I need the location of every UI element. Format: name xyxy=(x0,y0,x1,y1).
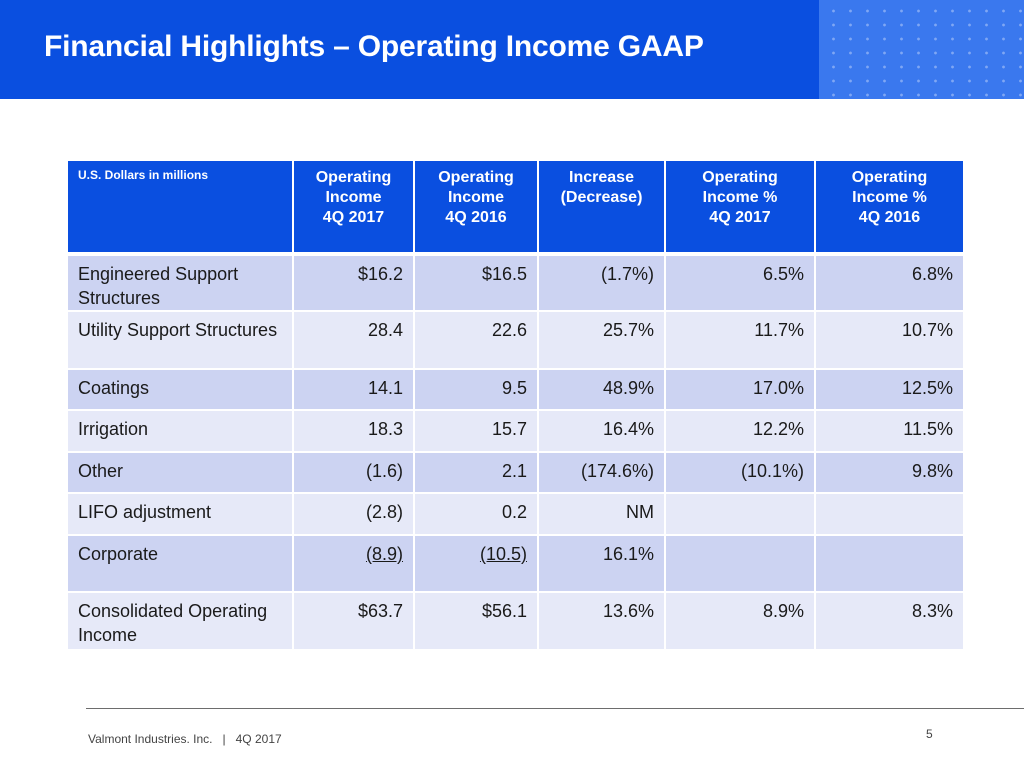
table-cell: 25.7% xyxy=(539,312,666,370)
table-cell xyxy=(816,536,965,593)
table-cell: 9.8% xyxy=(816,453,965,494)
table-cell: (8.9) xyxy=(294,536,415,593)
column-header-line: 4Q 2017 xyxy=(322,209,385,226)
table-cell: 10.7% xyxy=(816,312,965,370)
table-row: Irrigation 18.3 15.7 16.4% 12.2% 11.5% xyxy=(68,411,965,453)
table-cell: 8.3% xyxy=(816,593,965,651)
table-cell: 9.5 xyxy=(415,370,539,411)
table-cell: 17.0% xyxy=(666,370,816,411)
table-row: Utility Support Structures 28.4 22.6 25.… xyxy=(68,312,965,370)
column-header-op-income-pct-4q2016: Operating Income % 4Q 2016 xyxy=(816,161,965,254)
column-header-op-income-4q2017: Operating Income 4Q 2017 xyxy=(294,161,415,254)
table-row: Engineered Support Structures $16.2 $16.… xyxy=(68,254,965,312)
table-cell: 2.1 xyxy=(415,453,539,494)
footer-separator: | xyxy=(222,732,226,746)
table-cell xyxy=(816,494,965,536)
table-cell: 13.6% xyxy=(539,593,666,651)
table-row: LIFO adjustment (2.8) 0.2 NM xyxy=(68,494,965,536)
column-header-line: Income % xyxy=(852,189,927,206)
table-cell: $63.7 xyxy=(294,593,415,651)
footer-divider xyxy=(86,708,1024,709)
column-header-op-income-pct-4q2017: Operating Income % 4Q 2017 xyxy=(666,161,816,254)
table-cell: (1.7%) xyxy=(539,254,666,312)
column-header-increase-decrease: Increase (Decrease) xyxy=(539,161,666,254)
table-row: Other (1.6) 2.1 (174.6%) (10.1%) 9.8% xyxy=(68,453,965,494)
table-cell: 48.9% xyxy=(539,370,666,411)
dot-pattern-decoration xyxy=(819,0,1024,99)
table-cell: 6.5% xyxy=(666,254,816,312)
column-header-line: 4Q 2017 xyxy=(709,209,771,226)
table-cell: (1.6) xyxy=(294,453,415,494)
table-cell: 14.1 xyxy=(294,370,415,411)
footer-period: 4Q 2017 xyxy=(235,732,282,746)
column-header-line: 4Q 2016 xyxy=(858,209,921,226)
row-label: Coatings xyxy=(68,370,294,411)
operating-income-table: U.S. Dollars in millions Operating Incom… xyxy=(68,161,965,651)
row-label: Consolidated Operating Income xyxy=(68,593,294,651)
row-label: Other xyxy=(68,453,294,494)
table-cell: 15.7 xyxy=(415,411,539,453)
table-cell: $16.2 xyxy=(294,254,415,312)
table-cell: 28.4 xyxy=(294,312,415,370)
table-cell: 6.8% xyxy=(816,254,965,312)
column-header-line: Operating xyxy=(438,169,514,186)
underlined-value: (8.9) xyxy=(365,544,403,564)
table-cell: 0.2 xyxy=(415,494,539,536)
column-header-line: Operating xyxy=(851,169,928,186)
table-cell: 16.4% xyxy=(539,411,666,453)
table-cell: 16.1% xyxy=(539,536,666,593)
column-header-line: 4Q 2016 xyxy=(445,209,507,226)
table-row: Corporate (8.9) (10.5) 16.1% xyxy=(68,536,965,593)
row-label: Utility Support Structures xyxy=(68,312,294,370)
underlined-value: (10.5) xyxy=(479,544,527,564)
table-cell: 12.5% xyxy=(816,370,965,411)
column-header-line: Income xyxy=(325,189,382,206)
row-label: Engineered Support Structures xyxy=(68,254,294,312)
column-header-line: Operating xyxy=(702,169,778,186)
column-header-line: (Decrease) xyxy=(560,189,643,206)
table-cell: 18.3 xyxy=(294,411,415,453)
column-header-line: Income xyxy=(447,189,504,206)
table-cell xyxy=(666,494,816,536)
row-label: LIFO adjustment xyxy=(68,494,294,536)
table-row-total: Consolidated Operating Income $63.7 $56.… xyxy=(68,593,965,651)
page-number: 5 xyxy=(926,727,933,741)
row-label: Irrigation xyxy=(68,411,294,453)
table-cell: $16.5 xyxy=(415,254,539,312)
table-cell: (2.8) xyxy=(294,494,415,536)
table-header-row: U.S. Dollars in millions Operating Incom… xyxy=(68,161,965,254)
row-label: Corporate xyxy=(68,536,294,593)
column-header-line: Income % xyxy=(702,189,778,206)
slide-title: Financial Highlights – Operating Income … xyxy=(44,30,704,63)
units-label: U.S. Dollars in millions xyxy=(68,161,294,254)
table-row: Coatings 14.1 9.5 48.9% 17.0% 12.5% xyxy=(68,370,965,411)
table-cell: (10.1%) xyxy=(666,453,816,494)
table-cell: $56.1 xyxy=(415,593,539,651)
table-cell: 12.2% xyxy=(666,411,816,453)
column-header-line: Increase xyxy=(569,169,634,186)
table-cell: NM xyxy=(539,494,666,536)
footer-text: Valmont Industries. Inc. | 4Q 2017 xyxy=(88,732,282,746)
table-cell xyxy=(666,536,816,593)
table-cell: 8.9% xyxy=(666,593,816,651)
table-cell: 22.6 xyxy=(415,312,539,370)
column-header-line: Operating xyxy=(315,169,392,186)
footer-company: Valmont Industries. Inc. xyxy=(88,732,213,746)
table-cell: 11.7% xyxy=(666,312,816,370)
table-cell: (174.6%) xyxy=(539,453,666,494)
table-cell: (10.5) xyxy=(415,536,539,593)
column-header-op-income-4q2016: Operating Income 4Q 2016 xyxy=(415,161,539,254)
table-cell: 11.5% xyxy=(816,411,965,453)
